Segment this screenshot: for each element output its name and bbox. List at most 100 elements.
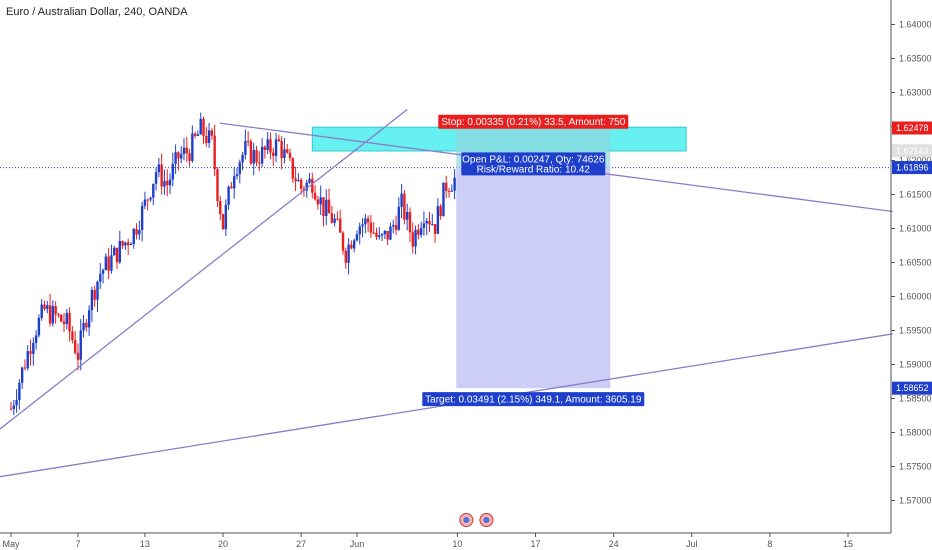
x-tick-label: 8 xyxy=(767,539,772,549)
candle-body xyxy=(138,229,141,235)
candle-body xyxy=(20,367,24,383)
y-tick-label: 1.61500 xyxy=(899,190,932,200)
candle-body xyxy=(29,351,32,354)
candle-body xyxy=(96,281,99,300)
candle-body xyxy=(280,140,283,158)
price-tag-label: 1.62478 xyxy=(896,123,929,133)
candle-body xyxy=(297,179,300,182)
candle-body xyxy=(447,190,451,192)
candle-body xyxy=(230,186,233,189)
candle-body xyxy=(255,150,258,163)
candle-body xyxy=(389,226,392,240)
stop-label: Stop: 0.00335 (0.21%) 33.5, Amount: 750 xyxy=(438,114,629,129)
candle-body xyxy=(32,342,35,354)
candle-body xyxy=(241,154,244,163)
candle-body xyxy=(283,149,286,158)
y-tick-label: 1.59500 xyxy=(899,326,932,336)
candle-body xyxy=(233,176,236,189)
candle-body xyxy=(60,314,63,322)
candle-body xyxy=(380,234,384,236)
candle-body xyxy=(177,152,180,159)
candle-body xyxy=(46,305,49,309)
candle-body xyxy=(339,218,342,233)
trendline-1[interactable] xyxy=(0,108,408,430)
candle-body xyxy=(26,351,29,369)
candle-body xyxy=(205,135,208,144)
candle-body xyxy=(274,139,278,156)
candle-body xyxy=(51,306,55,324)
candle-body xyxy=(386,230,389,240)
candle-body xyxy=(140,205,144,230)
price-tag-bg xyxy=(892,381,932,395)
candle-body xyxy=(149,197,152,200)
candle-body xyxy=(286,149,289,153)
candle-body xyxy=(182,147,186,155)
price-tag: 1.58652 xyxy=(892,381,932,395)
price-tag: 1.62478 xyxy=(892,121,932,135)
candle-body xyxy=(397,206,401,230)
candle-body xyxy=(160,164,163,187)
price-tag-bg xyxy=(892,144,932,158)
event-flag-icon[interactable] xyxy=(479,513,494,527)
x-tick-label: 10 xyxy=(452,539,462,549)
x-tick-label: May xyxy=(2,539,20,549)
candle-body xyxy=(344,250,347,263)
candle-body xyxy=(333,218,336,223)
candle-body xyxy=(425,220,428,224)
candle-body xyxy=(341,232,345,251)
candle-body xyxy=(235,174,239,177)
candle-body xyxy=(450,190,454,192)
candle-body xyxy=(266,139,269,150)
y-tick-label: 1.58500 xyxy=(899,394,932,404)
candle-body xyxy=(364,218,367,225)
candle-body xyxy=(291,158,294,179)
candle-body xyxy=(163,180,166,187)
stop-label-bg xyxy=(438,114,629,129)
x-tick-label: 20 xyxy=(218,539,228,549)
candle-body xyxy=(428,220,431,225)
y-tick-label: 1.64000 xyxy=(899,20,932,30)
candle-body xyxy=(15,400,18,406)
candle-body xyxy=(411,232,414,247)
price-tag-label: 1.61896 xyxy=(896,163,929,173)
x-tick-label: 27 xyxy=(296,539,306,549)
candle-body xyxy=(422,223,426,229)
candle-body xyxy=(419,228,423,235)
candle-body xyxy=(350,244,353,249)
candle-body xyxy=(107,256,110,271)
price-tag-bg xyxy=(892,161,932,175)
candle-body xyxy=(40,304,43,318)
candle-body xyxy=(294,178,297,182)
candle-body xyxy=(244,141,247,155)
candle-body xyxy=(403,193,406,220)
candle-body xyxy=(82,322,85,331)
candle-body xyxy=(113,247,116,256)
candle-body xyxy=(34,335,38,343)
candle-body xyxy=(179,154,183,159)
candle-body xyxy=(126,242,130,246)
price-tag: 1.62143 xyxy=(892,144,932,158)
event-flag-icon[interactable] xyxy=(459,513,474,527)
candle-body xyxy=(277,139,281,141)
y-tick-label: 1.62000 xyxy=(899,156,932,166)
candle-body xyxy=(166,180,169,186)
candle-body xyxy=(392,225,395,227)
candle-body xyxy=(405,212,409,220)
x-tick-label: 13 xyxy=(140,539,150,549)
y-tick-label: 1.63000 xyxy=(899,88,932,98)
pnl-label: Open P&L: 0.00247, Qty: 74626 xyxy=(462,154,605,165)
candle-body xyxy=(99,273,102,282)
x-tick-label: 15 xyxy=(843,539,853,549)
candle-body xyxy=(193,133,197,136)
candle-body xyxy=(101,270,105,274)
price-tag-label: 1.62143 xyxy=(896,146,929,156)
candle-body xyxy=(325,199,328,217)
candle-body xyxy=(118,241,122,263)
candle-body xyxy=(37,317,41,336)
candle-body xyxy=(12,405,15,409)
y-tick-label: 1.60000 xyxy=(899,292,932,302)
rr-label: Risk/Reward Ratio: 10.42 xyxy=(477,164,591,175)
event-flag-dot xyxy=(463,517,470,523)
candle-body xyxy=(48,305,52,324)
